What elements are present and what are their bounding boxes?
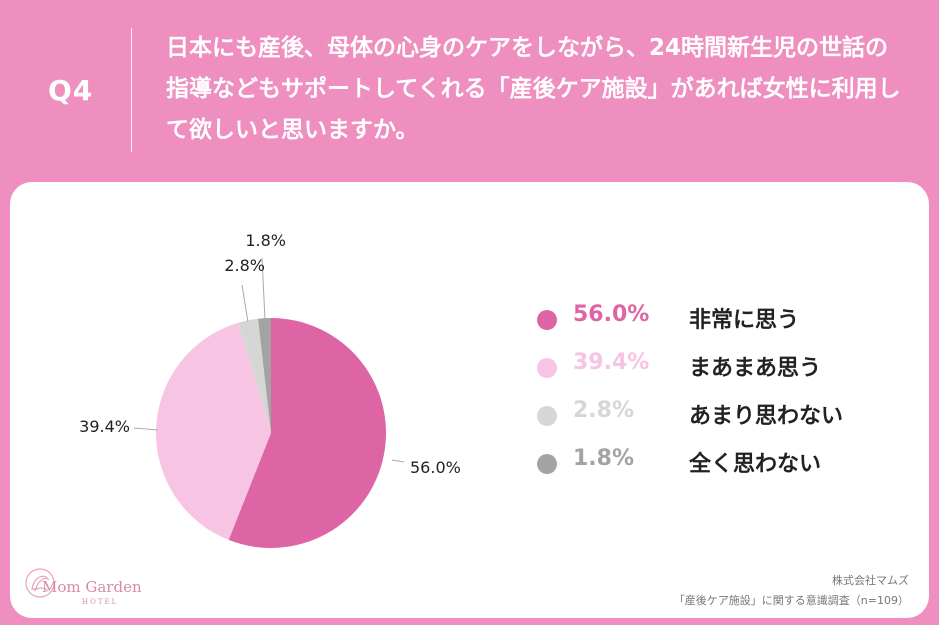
legend-item-not-much: 2.8% あまり思わない bbox=[537, 396, 877, 436]
pie-slice-not-much bbox=[238, 318, 271, 433]
legend-label: 非常に思う bbox=[689, 308, 800, 333]
legend-percentage: 39.4% bbox=[573, 350, 650, 375]
legend-percentage: 2.8% bbox=[573, 398, 635, 423]
legend-percentage: 56.0% bbox=[573, 302, 650, 327]
question-number: Q4 bbox=[48, 74, 94, 107]
legend-label: まあまあ思う bbox=[689, 356, 822, 381]
leader-line bbox=[241, 284, 249, 323]
pie-slice-very-much bbox=[228, 318, 386, 549]
legend-item-not-at-all: 1.8% 全く思わない bbox=[537, 444, 877, 484]
legend-item-very-much: 56.0% 非常に思う bbox=[537, 300, 877, 340]
data-label: 39.4% bbox=[79, 417, 130, 436]
data-label: 56.0% bbox=[410, 458, 461, 477]
legend-label: あまり思わない bbox=[689, 404, 844, 429]
leader-line bbox=[391, 459, 405, 463]
legend-label: 全く思わない bbox=[689, 452, 822, 477]
mom-garden-logo-icon bbox=[25, 568, 55, 598]
question-text: 日本にも産後、母体の心身のケアをしながら、24時間新生児の世話の指導などもサポー… bbox=[166, 35, 901, 143]
legend-dot bbox=[537, 310, 557, 330]
data-label: 2.8% bbox=[224, 256, 265, 275]
header: Q4 日本にも産後、母体の心身のケアをしながら、24時間新生児の世話の指導なども… bbox=[0, 0, 939, 170]
legend-dot bbox=[537, 406, 557, 426]
footer-company: 株式会社マムズ bbox=[832, 574, 909, 587]
logo-subtitle: HOTEL bbox=[82, 598, 119, 606]
pie-slice-somewhat bbox=[155, 322, 271, 540]
legend-item-somewhat: 39.4% まあまあ思う bbox=[537, 348, 877, 388]
logo-name: Mom Garden bbox=[42, 578, 142, 596]
legend-dot bbox=[537, 454, 557, 474]
leader-line bbox=[261, 257, 266, 321]
data-label: 1.8% bbox=[245, 231, 286, 250]
leader-line bbox=[133, 427, 159, 431]
pie-slice-not-at-all bbox=[258, 318, 271, 433]
legend-dot bbox=[537, 358, 557, 378]
legend-percentage: 1.8% bbox=[573, 446, 635, 471]
footer-survey: 「産後ケア施設」に関する意識調査（n=109） bbox=[673, 594, 909, 607]
header-divider bbox=[131, 28, 132, 152]
